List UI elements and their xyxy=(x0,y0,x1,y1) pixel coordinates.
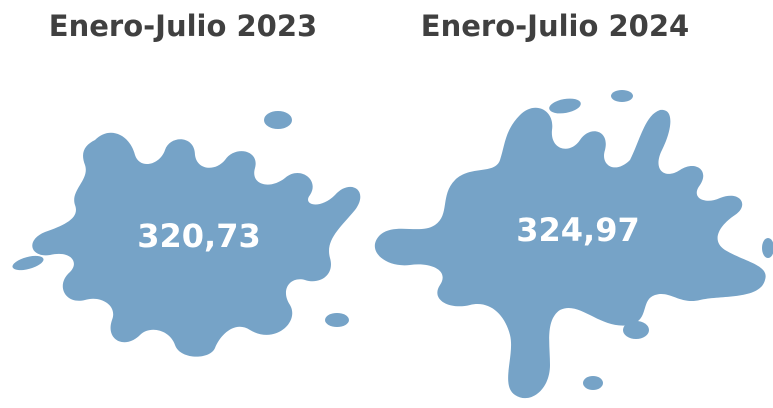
panel-title: Enero-Julio 2024 xyxy=(421,9,689,43)
splash-2024 xyxy=(374,90,773,399)
panel-value: 324,97 xyxy=(516,211,639,249)
panel-title: Enero-Julio 2023 xyxy=(49,9,317,43)
panel-value: 320,73 xyxy=(137,217,260,255)
splash-2023 xyxy=(12,111,361,357)
